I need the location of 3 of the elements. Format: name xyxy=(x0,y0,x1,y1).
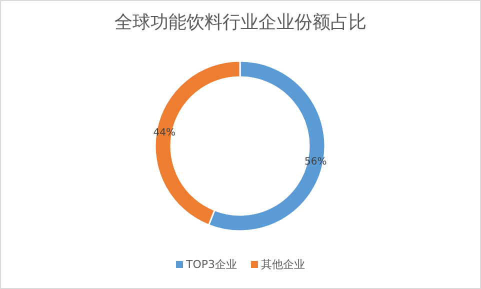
legend-label: 其他企业 xyxy=(261,258,306,271)
chart-title: 全球功能饮料行业企业份额占比 xyxy=(114,12,366,33)
legend-label: TOP3企业 xyxy=(184,258,238,271)
